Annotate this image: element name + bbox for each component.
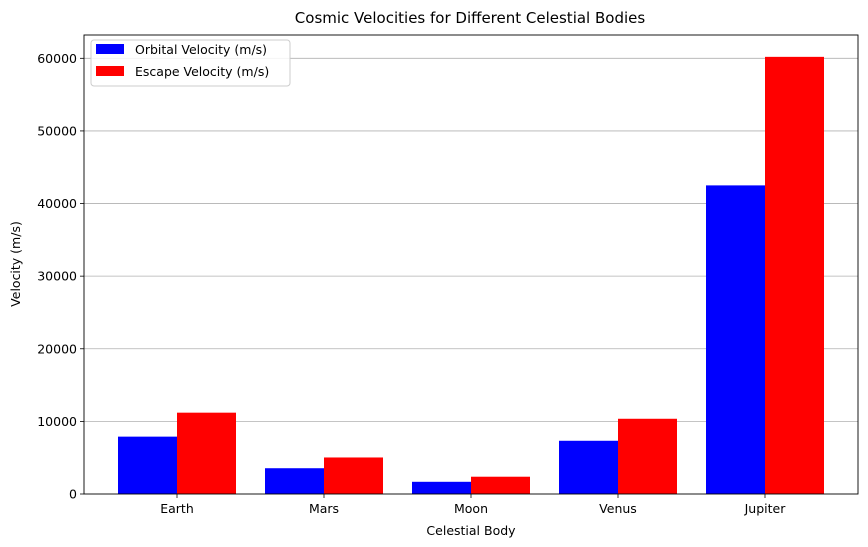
y-axis-ticks: 0 10000 20000 30000 40000 50000 60000: [37, 51, 84, 502]
bar-escape-jupiter: [765, 56, 824, 494]
legend-swatch-escape: [96, 66, 124, 76]
legend-label-orbital: Orbital Velocity (m/s): [135, 42, 267, 57]
x-axis-ticks: Earth Mars Moon Venus Jupiter: [160, 494, 786, 516]
bar-escape-earth: [177, 412, 236, 494]
y-tick-label: 20000: [37, 341, 77, 356]
y-tick-label: 0: [69, 487, 77, 502]
y-tick-label: 30000: [37, 269, 77, 284]
legend-swatch-orbital: [96, 44, 124, 54]
bar-orbital-moon: [412, 481, 471, 494]
bar-orbital-venus: [559, 440, 618, 494]
bar-escape-mars: [324, 457, 383, 494]
x-tick-label: Venus: [599, 501, 637, 516]
y-tick-label: 10000: [37, 414, 77, 429]
x-tick-label: Earth: [160, 501, 194, 516]
bars: [118, 56, 824, 494]
bar-escape-moon: [471, 476, 530, 494]
bar-escape-venus: [618, 418, 677, 494]
x-tick-label: Mars: [309, 501, 339, 516]
legend-label-escape: Escape Velocity (m/s): [135, 64, 269, 79]
x-axis-label: Celestial Body: [426, 523, 516, 538]
bar-orbital-mars: [265, 468, 324, 494]
y-tick-label: 40000: [37, 196, 77, 211]
x-tick-label: Moon: [454, 501, 488, 516]
legend: Orbital Velocity (m/s) Escape Velocity (…: [90, 39, 291, 87]
chart-title: Cosmic Velocities for Different Celestia…: [295, 9, 646, 27]
x-tick-label: Jupiter: [744, 501, 787, 516]
legend-box: [90, 39, 291, 87]
y-tick-label: 50000: [37, 123, 77, 138]
y-tick-label: 60000: [37, 51, 77, 66]
bar-orbital-earth: [118, 436, 177, 494]
y-axis-label: Velocity (m/s): [8, 221, 23, 307]
bar-orbital-jupiter: [706, 185, 765, 494]
